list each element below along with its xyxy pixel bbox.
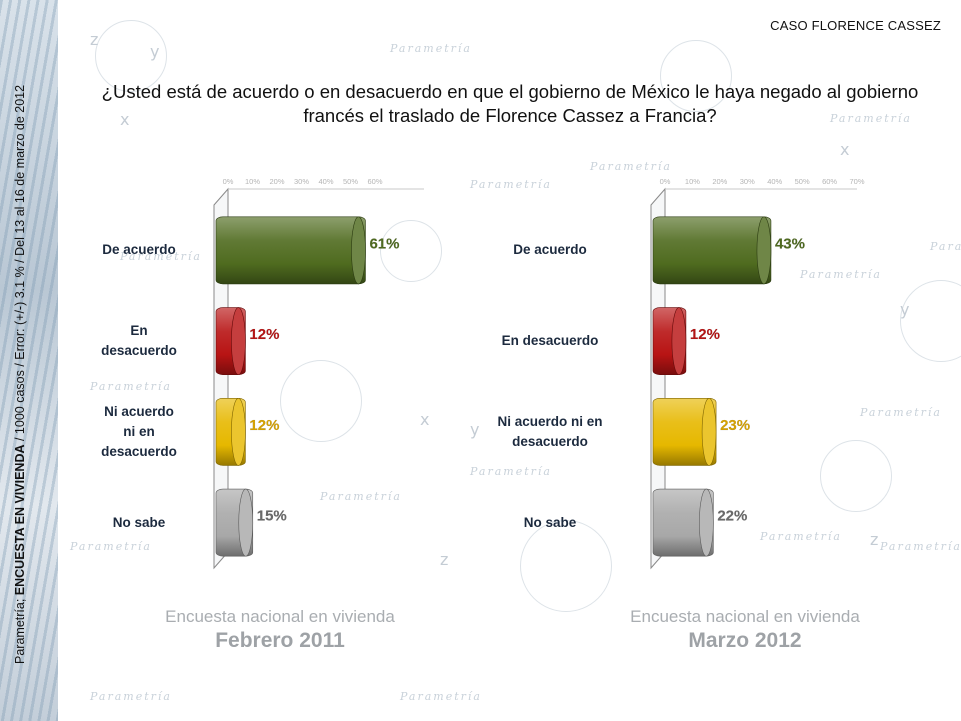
- bar-ni-acuerdo-ni-en-desacuerdo: [215, 397, 246, 466]
- x-tick-label: 60%: [367, 177, 382, 186]
- x-tick-label: 10%: [245, 177, 260, 186]
- x-tick-label: 10%: [685, 177, 700, 186]
- bar-end-cap: [756, 216, 772, 285]
- x-tick-label: 40%: [767, 177, 782, 186]
- question-title: ¿Usted está de acuerdo o en desacuerdo e…: [101, 81, 919, 126]
- x-tick-label: 20%: [269, 177, 284, 186]
- watermark-text: Parametría: [320, 490, 402, 503]
- bar-end-cap: [701, 397, 717, 466]
- category-label: Ni acuerdo ni en desacuerdo: [497, 413, 603, 449]
- watermark-circle: [280, 360, 362, 442]
- bar-no-sabe: [652, 488, 714, 557]
- chart-caption: Encuesta nacional en vivienda Marzo 2012: [610, 606, 880, 655]
- x-tick-label: 40%: [318, 177, 333, 186]
- bar-end-cap: [351, 216, 366, 285]
- left-decorative-strip: [0, 0, 58, 721]
- category-label: En desacuerdo: [501, 333, 599, 349]
- watermark-text: Parametría: [800, 268, 882, 281]
- watermark-circle: [520, 520, 612, 612]
- x-tick-label: 50%: [795, 177, 810, 186]
- x-tick-label: 20%: [712, 177, 727, 186]
- bar-data-label: 15%: [257, 508, 287, 525]
- bar-end-cap: [671, 307, 687, 376]
- category-label: En desacuerdo: [101, 323, 177, 359]
- watermark-circle: [95, 20, 167, 92]
- bar-data-label: 43%: [775, 235, 805, 252]
- watermark-text: Parametría: [120, 250, 202, 263]
- bar-end-cap: [231, 397, 246, 466]
- category-label: Ni acuerdo ni en desacuerdo: [101, 403, 177, 459]
- category-label: De acuerdo: [513, 242, 587, 258]
- watermark-glyph: z: [440, 550, 449, 569]
- bar-en-desacuerdo: [215, 307, 246, 376]
- x-tick-label: 30%: [294, 177, 309, 186]
- watermark-glyph: x: [120, 110, 130, 129]
- caption-date: Febrero 2011: [215, 629, 345, 652]
- bar-de-acuerdo: [215, 216, 366, 285]
- watermark-glyph: x: [840, 140, 850, 159]
- bar-data-label: 22%: [717, 508, 747, 525]
- watermark-text: Parametría: [830, 112, 912, 125]
- watermark-glyph: z: [90, 30, 99, 49]
- watermark-text: Parametría: [70, 540, 152, 553]
- bar-end-cap: [699, 488, 714, 557]
- watermark-text: Parametría: [590, 160, 672, 173]
- watermark-text: Parametría: [880, 540, 961, 553]
- x-tick-label: 70%: [849, 177, 864, 186]
- watermark-glyph: x: [420, 410, 430, 429]
- watermark-text: Parametría: [90, 380, 172, 393]
- category-label: De acuerdo: [102, 242, 176, 258]
- chart-caption: Encuesta nacional en vivienda Febrero 201…: [150, 606, 410, 655]
- watermark-glyph: y: [470, 420, 480, 439]
- caption-survey-type: Encuesta nacional en vivienda: [165, 607, 395, 626]
- bar-data-label: 12%: [690, 326, 720, 343]
- watermark-glyph: y: [900, 300, 910, 319]
- x-tick-label: 0%: [660, 177, 671, 186]
- bar-data-label: 12%: [249, 326, 279, 343]
- caption-survey-type: Encuesta nacional en vivienda: [630, 607, 860, 626]
- bar-de-acuerdo: [652, 216, 772, 285]
- x-tick-label: 0%: [223, 177, 234, 186]
- watermark-circle: [660, 40, 732, 112]
- bar-no-sabe: [215, 488, 254, 557]
- watermark-text: Parametría: [760, 530, 842, 543]
- x-tick-label: 60%: [822, 177, 837, 186]
- bar-data-label: 23%: [720, 417, 750, 434]
- watermark-text: Parametría: [390, 42, 472, 55]
- watermark-circle: [380, 220, 442, 282]
- x-tick-label: 50%: [343, 177, 358, 186]
- watermark-circle: [820, 440, 892, 512]
- watermark-glyph: z: [870, 530, 879, 549]
- watermark-text: Parametría: [90, 690, 172, 703]
- watermark-glyph: y: [150, 42, 160, 61]
- x-tick-label: 30%: [740, 177, 755, 186]
- bar-data-label: 12%: [249, 417, 279, 434]
- watermark-text: Parametría: [930, 240, 961, 253]
- category-label: No sabe: [523, 514, 577, 530]
- bar-en-desacuerdo: [652, 307, 687, 376]
- bar-ni-acuerdo-ni-en-desacuerdo: [652, 397, 717, 466]
- bar-end-cap: [238, 488, 254, 557]
- header-label: CASO FLORENCE CASSEZ: [770, 18, 941, 33]
- watermark-text: Parametría: [470, 178, 552, 191]
- caption-date: Marzo 2012: [688, 629, 802, 652]
- bar-data-label: 61%: [369, 235, 399, 252]
- bar-end-cap: [231, 307, 246, 376]
- watermark-text: Parametría: [470, 465, 552, 478]
- watermark-text: Parametría: [400, 690, 482, 703]
- watermark-text: Parametría: [860, 406, 942, 419]
- category-label: No sabe: [112, 514, 166, 530]
- bar-body: [652, 216, 772, 285]
